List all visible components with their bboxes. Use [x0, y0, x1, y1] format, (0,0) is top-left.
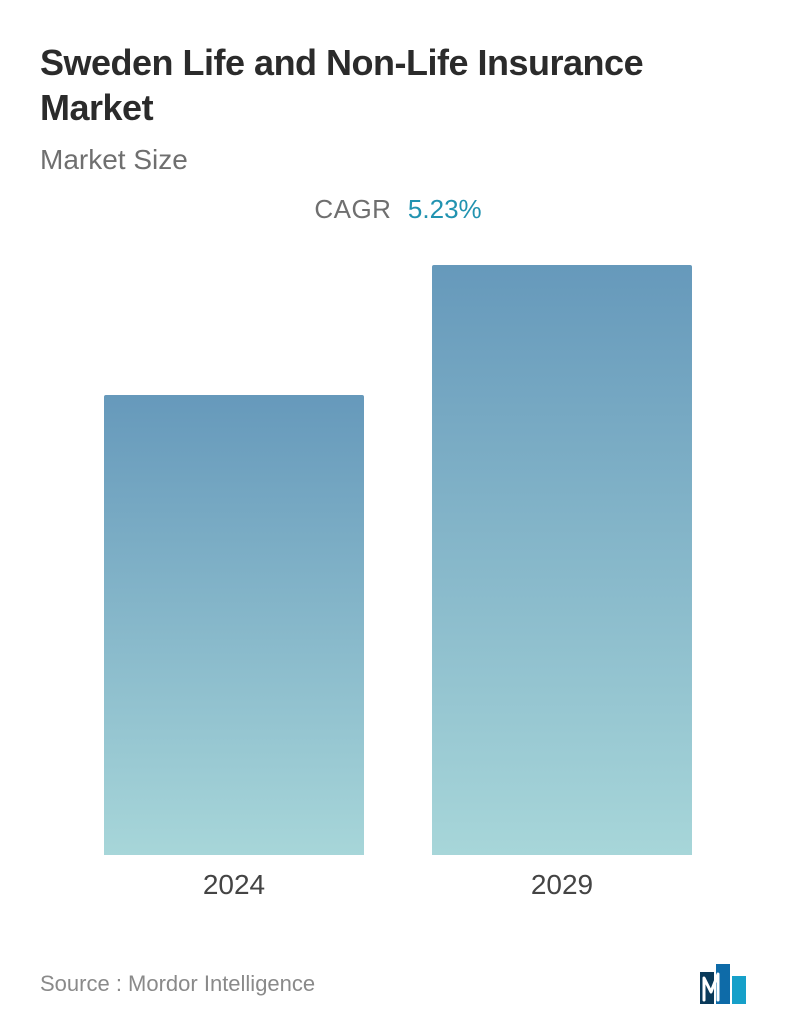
source-text: Source : Mordor Intelligence — [40, 971, 315, 997]
brand-logo-icon — [700, 964, 756, 1004]
bar-0 — [104, 395, 364, 855]
chart-title: Sweden Life and Non-Life Insurance Marke… — [40, 40, 756, 130]
footer: Source : Mordor Intelligence — [40, 964, 756, 1004]
bars-container — [40, 255, 756, 855]
cagr-value: 5.23% — [408, 194, 482, 224]
bar-wrap-1 — [432, 265, 692, 855]
chart-card: Sweden Life and Non-Life Insurance Marke… — [0, 0, 796, 1034]
bar-1 — [432, 265, 692, 855]
bar-wrap-0 — [104, 395, 364, 855]
x-label-0: 2024 — [104, 855, 364, 915]
bar-chart: 2024 2029 — [40, 255, 756, 915]
x-label-1: 2029 — [432, 855, 692, 915]
x-labels: 2024 2029 — [40, 855, 756, 915]
cagr-row: CAGR 5.23% — [40, 194, 756, 225]
cagr-label: CAGR — [314, 194, 391, 224]
chart-subtitle: Market Size — [40, 144, 756, 176]
